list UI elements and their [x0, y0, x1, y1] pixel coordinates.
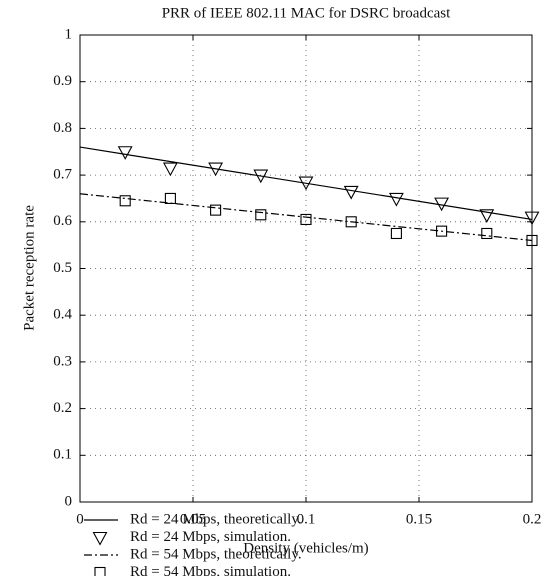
triangle-marker — [162, 162, 178, 177]
y-tick-label: 0.9 — [53, 73, 72, 89]
square-marker — [210, 204, 222, 216]
square-marker — [345, 216, 357, 228]
y-tick-label: 0.1 — [53, 447, 72, 463]
triangle-marker — [343, 185, 359, 200]
square-marker — [526, 234, 538, 247]
triangle-marker — [208, 162, 224, 177]
square-marker — [164, 192, 176, 204]
triangle-marker — [434, 197, 450, 212]
y-tick-label: 0.7 — [53, 167, 72, 183]
x-tick-label: 0.1 — [297, 511, 316, 527]
square-marker — [119, 195, 131, 207]
y-tick-label: 1 — [65, 26, 73, 42]
triangle-marker — [117, 146, 133, 160]
triangle-marker — [253, 169, 269, 184]
y-tick-label: 0.3 — [53, 353, 72, 369]
x-tick-label: 0.15 — [406, 511, 432, 527]
x-axis-label: Density (vehicles/m) — [243, 540, 368, 556]
square-marker — [300, 213, 312, 226]
series-line — [79, 193, 533, 242]
chart-title: PRR of IEEE 802.11 MAC for DSRC broadcas… — [162, 5, 451, 21]
legend-label: Rd = 54 Mbps, theoretically. — [130, 546, 302, 562]
x-tick-label: 0.2 — [523, 511, 542, 527]
y-tick-label: 0.6 — [53, 213, 72, 229]
triangle-marker — [479, 209, 495, 223]
y-tick-label: 0 — [65, 493, 73, 509]
y-tick-label: 0.4 — [53, 307, 72, 323]
plot-frame — [79, 34, 533, 503]
triangle-marker — [92, 531, 108, 546]
series-line — [79, 146, 533, 221]
triangle-marker — [524, 211, 540, 226]
y-axis-label: Packet reception rate — [21, 205, 37, 331]
x-tick-label: 0.05 — [180, 511, 206, 527]
y-tick-label: 0.2 — [53, 400, 72, 416]
square-marker — [390, 227, 402, 240]
square-marker — [436, 225, 448, 237]
triangle-marker — [298, 176, 314, 191]
legend-label: Rd = 24 Mbps, simulation. — [130, 529, 291, 545]
y-tick-label: 0.5 — [53, 260, 72, 276]
square-marker — [255, 209, 267, 221]
square-marker — [94, 566, 106, 576]
y-tick-label: 0.8 — [53, 120, 72, 136]
x-tick-label: 0 — [76, 511, 84, 527]
legend-label: Rd = 24 Mbps, theoretically. — [130, 511, 302, 527]
square-marker — [481, 227, 493, 240]
legend-label: Rd = 54 Mbps, simulation. — [130, 564, 291, 576]
triangle-marker — [388, 192, 404, 207]
